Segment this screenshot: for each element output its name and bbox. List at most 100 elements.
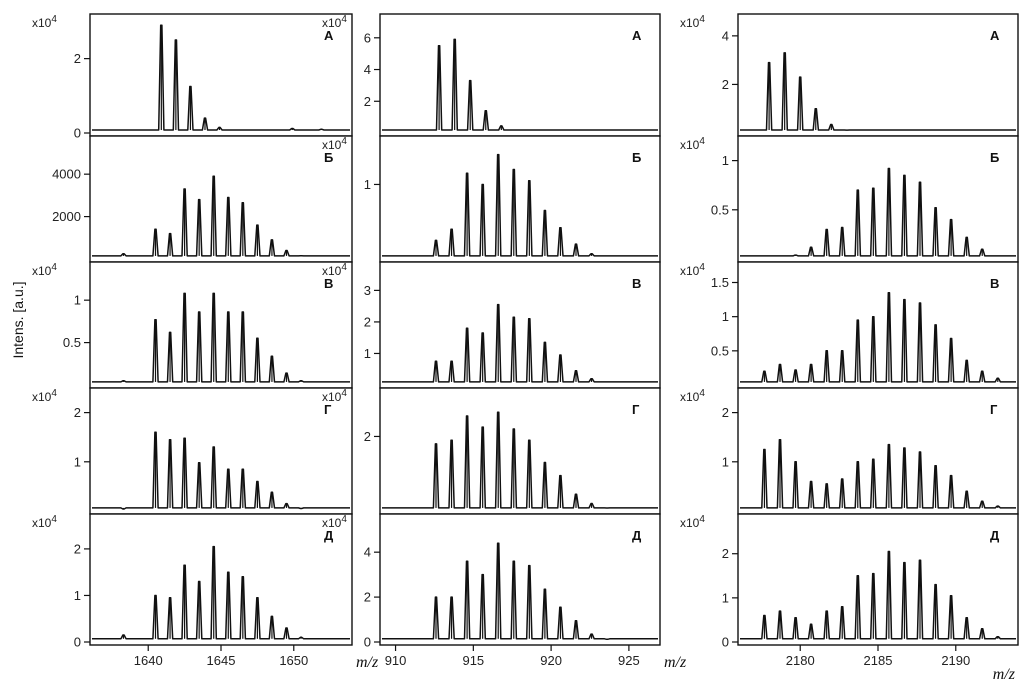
multiplier-exponent: 4: [699, 514, 705, 525]
spectrum-trace: [92, 24, 350, 131]
y-tick-label: 1: [722, 309, 729, 324]
spectra-panels: 02x104А20004000Б0.51x104В12x104Г012x104Д…: [32, 13, 1019, 683]
y-tick-label: 0: [74, 635, 81, 650]
intensity-multiplier: x104: [322, 514, 347, 530]
panel-label: А: [990, 28, 1000, 43]
y-tick-label: 2: [722, 405, 729, 420]
y-tick-label: 2: [74, 51, 81, 66]
panel-label: Д: [632, 528, 642, 543]
y-tick-label: 0: [722, 635, 729, 650]
multiplier-exponent: 4: [51, 262, 57, 273]
y-tick-label: 1: [364, 346, 371, 361]
panel-label: Б: [324, 150, 333, 165]
panel-label: Г: [990, 402, 998, 417]
panel-label: Б: [990, 150, 999, 165]
panel-label: Д: [990, 528, 1000, 543]
panel-label: Б: [632, 150, 641, 165]
y-tick-label: 4: [364, 545, 371, 560]
y-tick-label: 2: [364, 590, 371, 605]
panel-frame: [89, 13, 353, 137]
panel-frame: [737, 13, 1019, 137]
spectrum-trace: [382, 153, 658, 257]
spectrum-panel: 2 4 x104 А: [680, 13, 1019, 137]
panel-frame: [737, 513, 1019, 646]
y-tick-label: 1: [74, 293, 81, 308]
y-tick-label: 6: [364, 30, 371, 45]
spectrum-trace: [382, 542, 658, 641]
panel-label: В: [990, 276, 999, 291]
y-tick-label: 2: [74, 541, 81, 556]
x-tick-label: 1645: [207, 653, 236, 668]
y-tick-label: 4: [722, 28, 729, 43]
y-tick-label: 0.5: [63, 335, 81, 350]
y-tick-label: 0: [364, 635, 371, 650]
panel-frame: [89, 513, 353, 646]
intensity-multiplier: x104: [32, 388, 57, 404]
spectrum-panel: 2 x104 Г: [322, 387, 661, 515]
panel-label: А: [632, 28, 642, 43]
multiplier-exponent: 4: [51, 388, 57, 399]
y-tick-label: 4: [364, 62, 371, 77]
y-tick-label: 2: [364, 94, 371, 109]
x-axis-title: m/z: [993, 666, 1016, 683]
spectrum-trace: [382, 38, 658, 131]
intensity-multiplier: x104: [322, 136, 347, 152]
panel-label: А: [324, 28, 334, 43]
multiplier-exponent: 4: [341, 388, 347, 399]
x-tick-label: 2180: [786, 653, 815, 668]
y-tick-label: 1: [722, 590, 729, 605]
panel-frame: [737, 261, 1019, 389]
multiplier-exponent: 4: [699, 388, 705, 399]
intensity-multiplier: x104: [680, 388, 705, 404]
panel-label: В: [632, 276, 641, 291]
y-tick-label: 2: [722, 546, 729, 561]
multiplier-exponent: 4: [341, 14, 347, 25]
spectrum-trace: [92, 175, 350, 257]
panel-label: Г: [632, 402, 640, 417]
spectrum-trace: [740, 550, 1016, 640]
y-tick-label: 1: [364, 177, 371, 192]
y-axis-title: Intens. [a.u.]: [10, 281, 26, 358]
x-tick-label: 1640: [134, 653, 163, 668]
multiplier-exponent: 4: [699, 262, 705, 273]
x-tick-label: 920: [540, 653, 562, 668]
intensity-multiplier: x104: [680, 14, 705, 30]
panel-frame: [379, 261, 661, 389]
panel-frame: [89, 387, 353, 515]
y-tick-label: 2: [364, 429, 371, 444]
spectrum-trace: [92, 431, 350, 510]
y-tick-label: 4000: [52, 167, 81, 182]
y-tick-label: 0.5: [711, 343, 729, 358]
multiplier-exponent: 4: [51, 514, 57, 525]
x-tick-label: 925: [618, 653, 640, 668]
intensity-multiplier: x104: [32, 262, 57, 278]
y-tick-label: 2: [722, 77, 729, 92]
x-tick-label: 2190: [941, 653, 970, 668]
intensity-multiplier: x104: [322, 388, 347, 404]
panel-frame: [379, 13, 661, 137]
panel-frame: [89, 261, 353, 389]
spectrum-panel: 0 1 2 x104 Д: [680, 513, 1019, 650]
x-tick-label: 910: [385, 653, 407, 668]
panel-frame: [737, 387, 1019, 515]
y-tick-label: 3: [364, 283, 371, 298]
y-tick-label: 2: [364, 314, 371, 329]
panel-frame: [379, 387, 661, 515]
spectrum-panel: 0.5 1 x104 Б: [680, 135, 1019, 263]
panel-label: Д: [324, 528, 334, 543]
intensity-multiplier: x104: [680, 514, 705, 530]
multiplier-exponent: 4: [341, 514, 347, 525]
multiplier-exponent: 4: [51, 14, 57, 25]
x-tick-label: 915: [462, 653, 484, 668]
y-tick-label: 2: [74, 405, 81, 420]
panel-frame: [379, 513, 661, 646]
y-tick-label: 1: [74, 454, 81, 469]
intensity-multiplier: x104: [322, 14, 347, 30]
spectrum-trace: [92, 292, 350, 383]
